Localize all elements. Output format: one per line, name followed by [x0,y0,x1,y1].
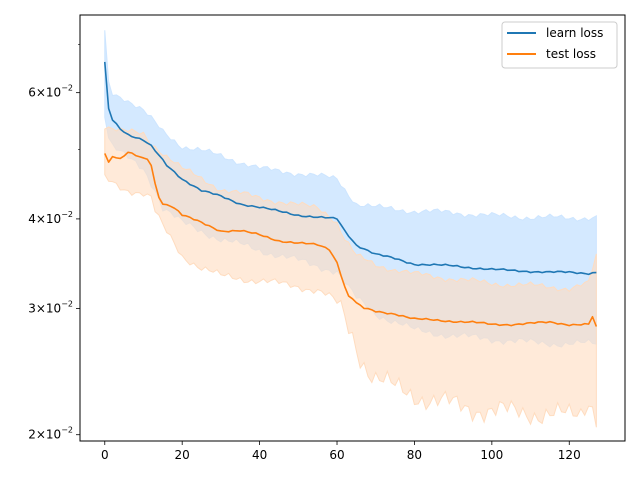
y-tick-label: 3×10−2 [28,299,73,315]
y-axis: 2×10−2 3×10−2 4×10−2 6×10−2 [28,44,80,442]
x-tick-label: 100 [480,448,503,462]
plot-frame [79,14,626,442]
y-tick-label: 2×10−2 [28,426,73,442]
x-tick-label: 20 [175,448,190,462]
confidence-bands [104,30,597,428]
x-tick-label: 40 [252,448,267,462]
x-tick-label: 0 [101,448,109,462]
x-tick-label: 120 [558,448,581,462]
line-test-loss [104,151,598,327]
line-learn-loss [103,61,597,276]
y-tick-label: 6×10−2 [28,84,73,100]
legend-label-test-loss: test loss [546,47,596,61]
series-lines [103,61,598,327]
legend-label-learn-loss: learn loss [546,26,603,40]
x-tick-label: 60 [329,448,344,462]
x-tick-label: 80 [407,448,422,462]
band-test-loss [104,126,597,428]
x-axis: 0 20 40 60 80 100 120 [101,441,581,462]
legend: learn loss test loss [501,21,618,69]
y-tick-label: 4×10−2 [28,210,73,226]
